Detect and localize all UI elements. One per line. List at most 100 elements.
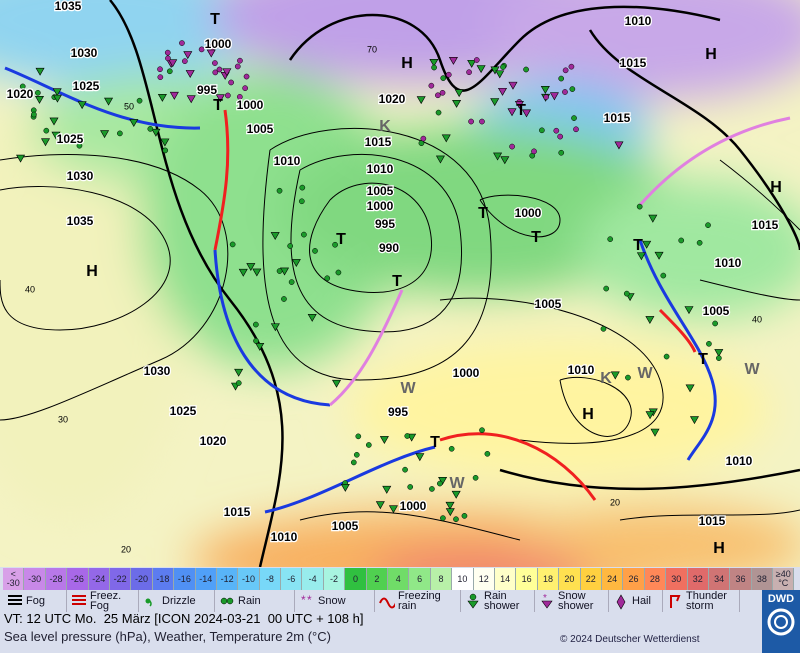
isobar-label: 1015: [699, 514, 726, 528]
weather-dot: [301, 231, 307, 238]
weather-dot: [712, 320, 718, 327]
scale-cell: ≥40 °C: [773, 568, 795, 590]
isobar-label: 1000: [237, 98, 264, 112]
weather-dot: [166, 68, 173, 75]
shower-symbol: [497, 87, 508, 96]
scale-cell: -4: [302, 568, 324, 590]
temperature-label: 20: [121, 544, 131, 554]
weather-dot: [428, 82, 435, 89]
weather-dot: [437, 480, 443, 487]
weather-dot: [539, 127, 545, 134]
shower-symbol: [183, 51, 193, 60]
scale-cell: 28: [644, 568, 667, 590]
legend-icon: [670, 594, 681, 608]
weather-dot: [440, 515, 446, 521]
isobar-label: 1000: [400, 499, 427, 513]
legend-item: Fog: [3, 590, 67, 612]
legend-icon: [220, 597, 234, 604]
isobar-label: 1035: [67, 214, 94, 228]
weather-dot: [212, 60, 218, 66]
pressure-center: T: [336, 231, 346, 248]
scale-cell: 0: [345, 568, 367, 590]
weather-dot: [468, 118, 474, 125]
weather-dot: [461, 513, 468, 519]
scale-cell: 36: [730, 568, 752, 590]
dwd-logo: DWD: [762, 590, 800, 653]
weather-dot: [162, 147, 169, 154]
shower-symbol: [332, 379, 342, 388]
scale-cell: 2: [366, 568, 389, 590]
legend-item: Rain shower: [461, 590, 535, 612]
shower-symbol: [206, 49, 216, 58]
weather-dot: [705, 222, 711, 229]
shower-symbol: [169, 91, 179, 100]
legend-icon: *: [541, 593, 553, 609]
shower-symbol: [448, 56, 458, 65]
weather-dot: [288, 279, 295, 285]
shower-symbol: [521, 109, 532, 118]
shower-symbol: [151, 128, 161, 137]
pressure-center: W: [637, 365, 653, 382]
weather-dot: [402, 466, 408, 473]
legend-label: Snow: [318, 595, 346, 607]
isobar-label: 995: [375, 217, 395, 231]
scale-cell: 14: [494, 568, 517, 590]
shower-symbol: [35, 67, 45, 76]
legend-label: Snow shower: [558, 590, 594, 612]
scale-cell: -6: [281, 568, 303, 590]
legend-item: Rain: [215, 590, 295, 612]
shower-symbol: [234, 368, 244, 377]
shower-symbol: [493, 152, 503, 161]
temperature-label: 40: [752, 314, 762, 324]
pressure-center: T: [210, 11, 220, 28]
scale-cell: 34: [708, 568, 731, 590]
weather-dot: [407, 484, 414, 490]
pressure-center: K: [600, 370, 612, 387]
weather-dot: [157, 74, 164, 81]
temperature-label: 40: [25, 284, 35, 294]
isobar-label: 1005: [703, 304, 730, 318]
shower-symbol: [52, 88, 62, 97]
shower-symbol: [255, 343, 265, 351]
shower-symbol: [34, 95, 45, 104]
isobar-label: 1030: [71, 46, 98, 60]
weather-dot: [543, 94, 549, 100]
weather-dot: [473, 57, 480, 63]
weather-dot: [298, 198, 305, 205]
shower-symbol: [40, 138, 51, 147]
valid-time: VT: 12 UTC Mo. 25 März [ICON 2024-03-21 …: [4, 611, 364, 626]
isobar-label: 1020: [379, 92, 406, 106]
shower-symbol: [451, 490, 461, 499]
weather-dot: [625, 374, 631, 381]
weather-dot: [312, 248, 318, 254]
weather-dot: [324, 275, 331, 282]
scale-cell: 10: [452, 568, 474, 590]
weather-dot: [607, 236, 614, 243]
weather-dot: [440, 75, 447, 81]
pressure-center: W: [744, 361, 760, 378]
weather-dot: [76, 142, 83, 149]
pressure-center: W: [449, 475, 465, 492]
isobar-label: 1025: [170, 404, 197, 418]
weather-dot: [558, 149, 565, 156]
weather-dot: [198, 46, 205, 53]
shower-symbol: [614, 141, 624, 150]
shower-symbol: [157, 94, 167, 102]
scale-cell: -8: [259, 568, 282, 590]
weather-dot: [228, 79, 234, 86]
shower-symbol: [100, 130, 110, 139]
isobar-label: 1010: [568, 363, 595, 377]
pressure-center: H: [401, 55, 413, 72]
weather-dot: [147, 126, 154, 132]
scale-cell: < -30: [3, 568, 25, 590]
shower-symbol: [307, 313, 317, 322]
weather-dot: [435, 109, 442, 116]
shower-symbol: [160, 138, 170, 147]
shower-symbol: [452, 99, 462, 108]
scale-cell: 38: [751, 568, 774, 590]
weather-dot: [276, 187, 283, 194]
weather-dot: [623, 290, 630, 297]
shower-symbol: [104, 97, 114, 106]
